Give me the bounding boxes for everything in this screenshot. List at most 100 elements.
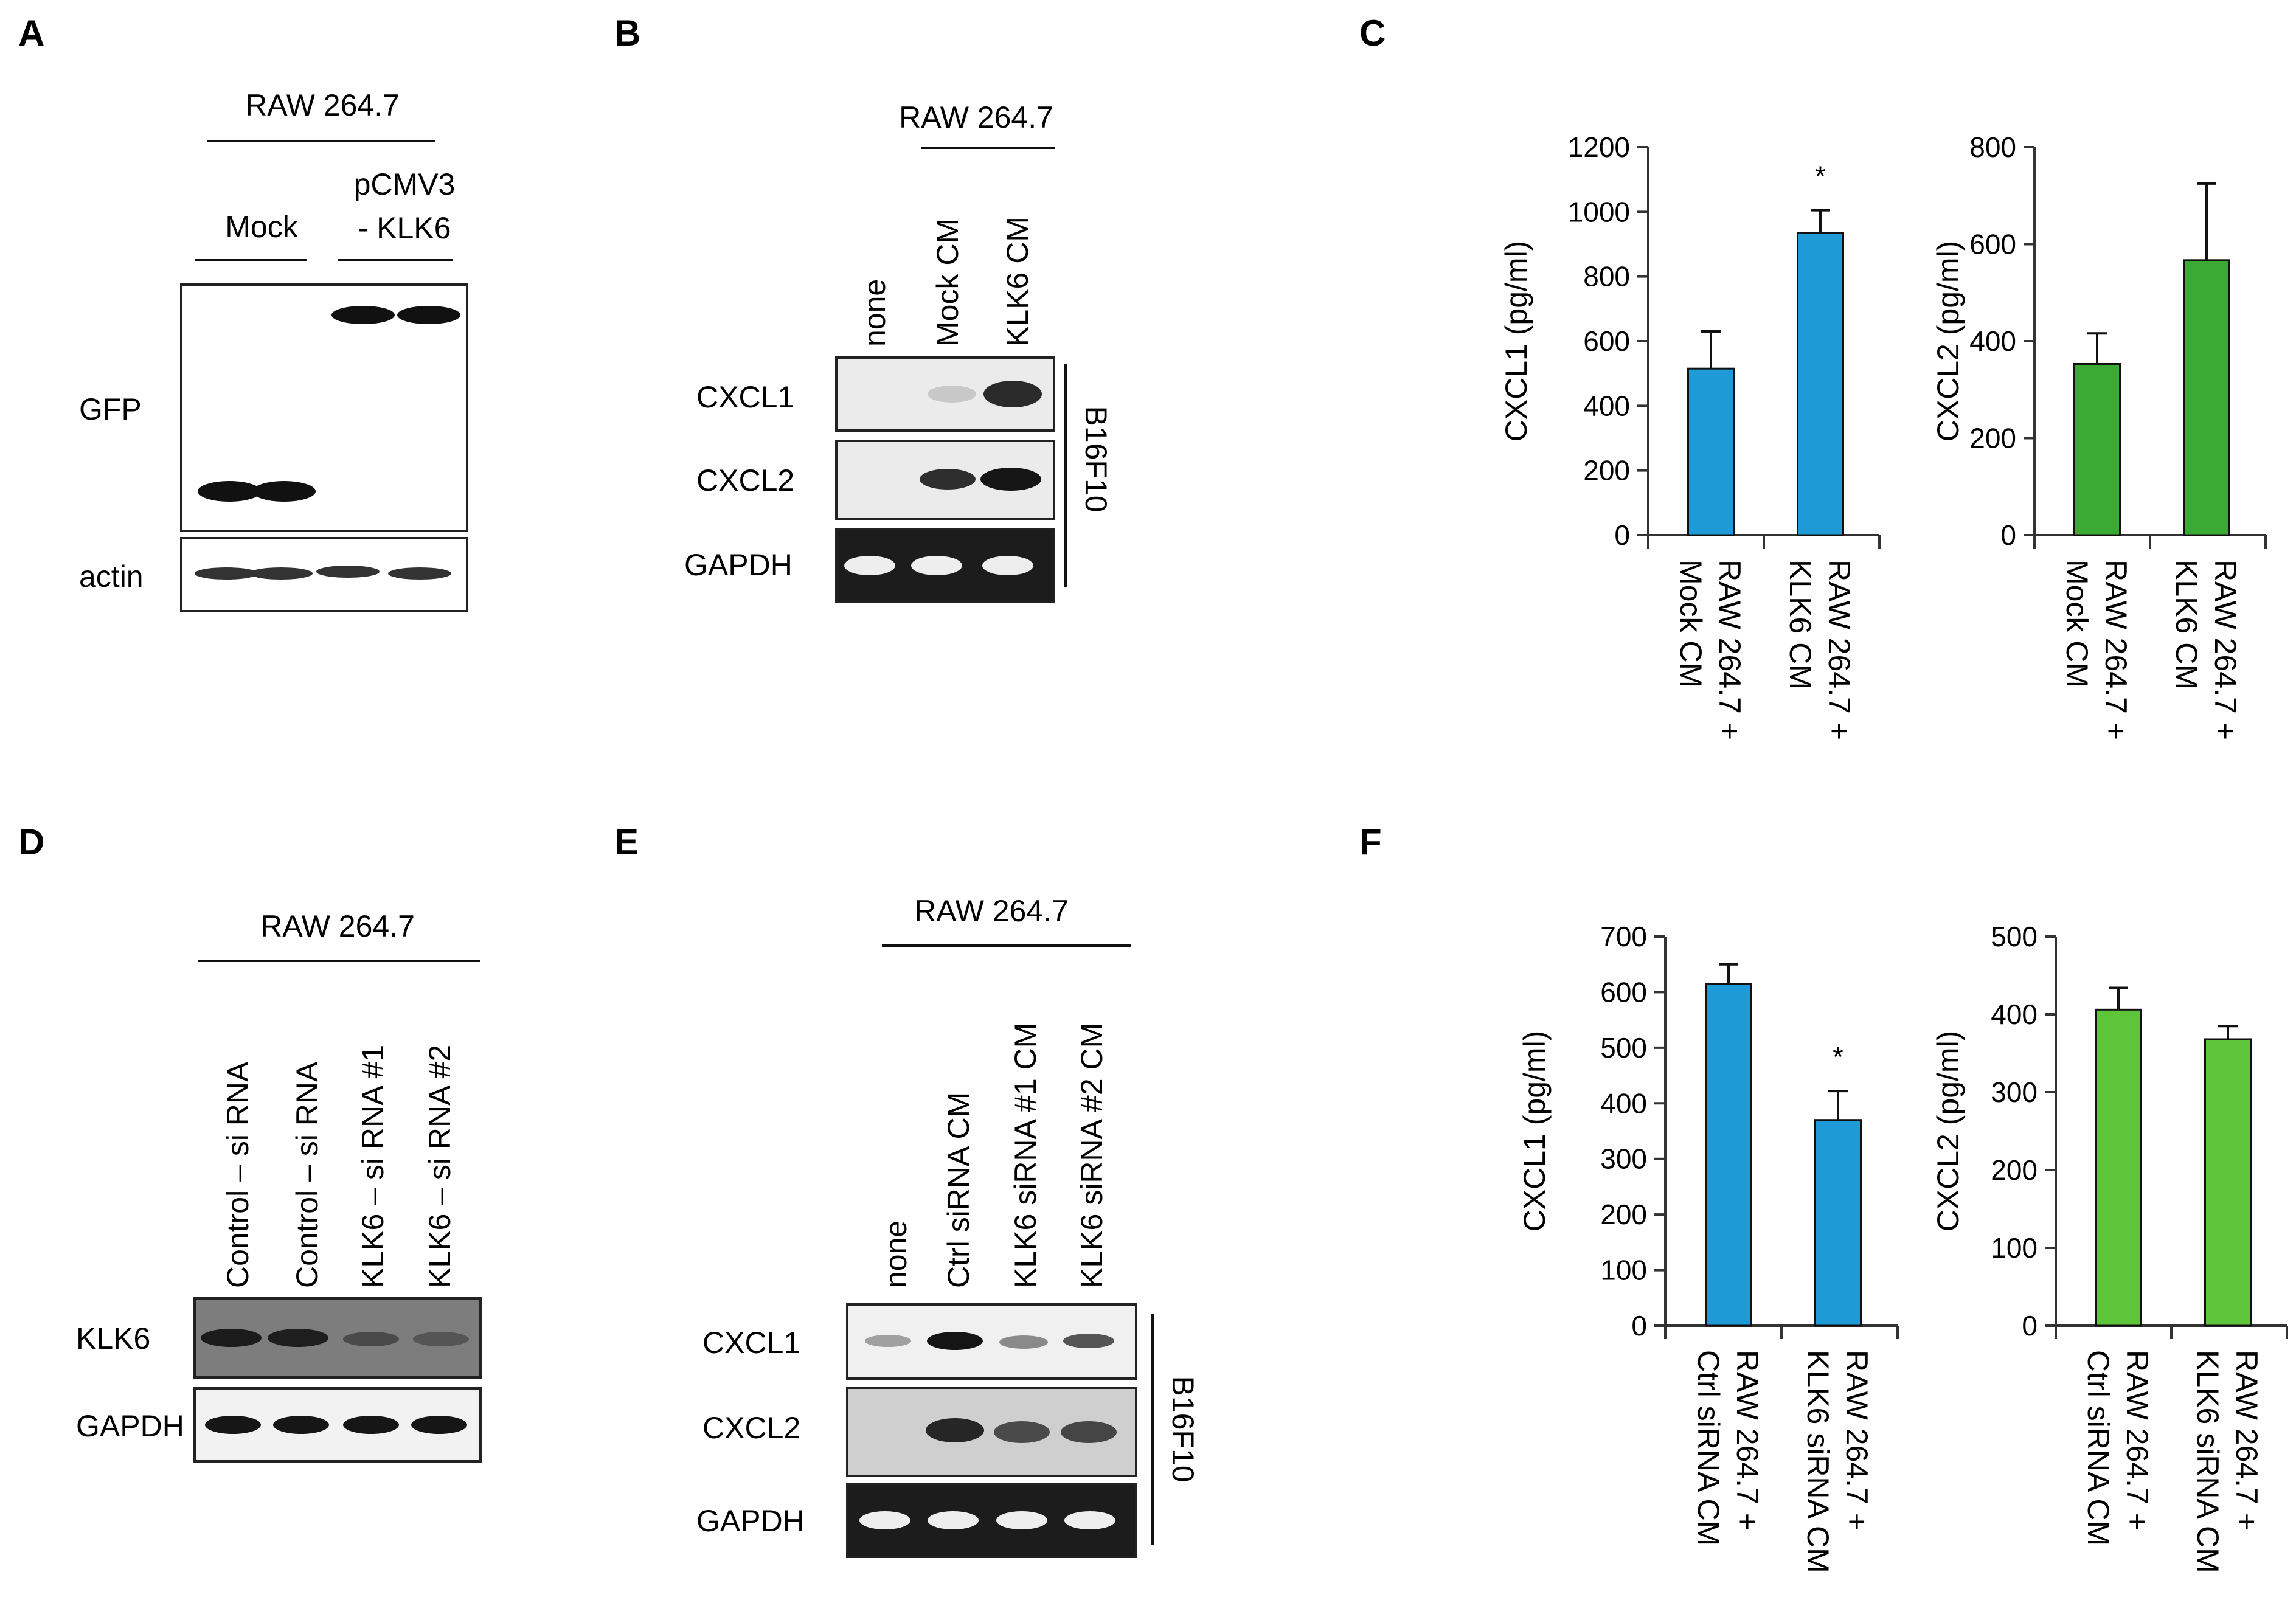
bar [1705,983,1752,1327]
band [920,469,976,490]
y-tick-label: 1200 [1568,131,1630,163]
bar [1814,1119,1862,1327]
y-axis-label: CXCL2 (pg/ml) [1931,1031,1965,1232]
lane-label-none: none [858,279,892,347]
cell-line-label: RAW 264.7 [260,909,415,943]
panel-b: B RAW 264.7 none Mock CM KLK6 CM CXCL1 C… [614,13,1113,603]
bar [2183,259,2230,536]
band [201,1329,262,1347]
y-tick-label: 500 [1991,921,2038,952]
band [331,306,395,324]
y-tick-label: 600 [1583,325,1630,357]
category-label: RAW 264.7 + [2099,559,2133,740]
panel-letter-a: A [18,13,44,54]
row-label-cxcl2: CXCL2 [696,463,794,497]
chart-c-cxcl1: 0 200 400 600 800 1000 1200 CXCL1 (pg/ml) RAW 26… [1499,131,1881,740]
band [249,567,313,580]
row-label-gapdh: GAPDH [684,548,793,582]
band [911,556,962,575]
lane-label-control-1: Control – si RNA [221,1061,255,1288]
category-label: Ctrl siRNA CM [2081,1350,2115,1546]
panel-letter-b: B [614,13,640,54]
panel-f: F 0 100 200 300 400 500 600 700 CXCL1 (pg/ml) RAW… [1359,822,2288,1573]
panel-e: E RAW 264.7 none Ctrl siRNA CM KLK6 siRN… [614,822,1200,1558]
y-axis-label: CXCL1 (pg/ml) [1499,241,1533,442]
band [316,566,380,578]
cell-line-label: RAW 264.7 [245,88,400,122]
category-label: RAW 264.7 + [1840,1350,1874,1531]
bar [2073,362,2121,536]
category-label: KLK6 siRNA CM [2191,1350,2225,1573]
y-tick-label: 400 [1583,390,1630,421]
band [411,1416,467,1434]
actin-bands [195,566,451,580]
row-label-klk6: KLK6 [76,1321,150,1356]
y-tick-label: 400 [1969,325,2016,357]
bar [2095,1008,2142,1327]
band [205,1416,261,1434]
y-tick-label: 700 [1600,921,1647,952]
band [982,556,1033,575]
category-label: RAW 264.7 + [2208,559,2242,740]
lane-label-klk6-2: KLK6 – si RNA #2 [423,1045,457,1288]
row-label-cxcl2: CXCL2 [702,1411,800,1445]
band [343,1332,399,1346]
side-label-b16f10: B16F10 [1079,406,1113,512]
band [252,481,316,502]
panel-letter-f: F [1359,822,1382,862]
y-tick-label: 0 [1631,1310,1647,1342]
band [1064,1511,1115,1529]
group-label-pcmv3: pCMV3 [354,167,456,201]
y-tick-label: 300 [1991,1076,2038,1108]
panel-letter-c: C [1359,13,1386,54]
y-tick-label: 200 [1969,423,2016,454]
y-tick-label: 100 [1991,1232,2038,1264]
chart-f-cxcl1: 0 100 200 300 400 500 600 700 CXCL1 (pg/ml) RAW 2… [1517,921,1899,1573]
bar [1687,367,1735,536]
y-tick-label: 0 [2022,1310,2038,1342]
category-label: RAW 264.7 + [1713,559,1747,740]
row-label-cxcl1: CXCL1 [702,1326,800,1360]
row-label-actin: actin [79,559,144,594]
band [994,1421,1050,1443]
category-label: RAW 264.7 + [1822,559,1856,740]
row-label-gapdh: GAPDH [696,1504,805,1538]
panel-a: A RAW 264.7 Mock pCMV3 - KLK6 GFP actin [18,13,468,612]
category-label: KLK6 CM [1783,559,1817,690]
y-tick-label: 400 [1991,999,2038,1030]
y-tick-label: 0 [2000,519,2016,551]
lane-label-klk6-cm: KLK6 CM [1001,216,1035,347]
significance-marker: * [1815,161,1826,192]
y-axis-label: CXCL2 (pg/ml) [1931,241,1965,442]
band [268,1329,328,1347]
band [343,1416,399,1434]
band [397,306,460,324]
significance-marker: * [1833,1041,1843,1073]
group-label-klk6: - KLK6 [358,211,451,245]
cell-line-label: RAW 264.7 [914,894,1069,928]
y-tick-label: 600 [1600,976,1647,1008]
row-label-cxcl1: CXCL1 [696,380,794,414]
lane-label-none: none [879,1221,913,1288]
y-tick-label: 200 [1583,455,1630,486]
band [927,1332,983,1350]
band [999,1335,1048,1349]
cell-line-label: RAW 264.7 [899,100,1053,134]
y-tick-label: 600 [1969,229,2016,260]
band [413,1332,469,1346]
band [865,1335,911,1347]
panel-letter-d: D [18,822,44,862]
y-tick-label: 500 [1600,1032,1647,1064]
y-tick-label: 200 [1991,1154,2038,1186]
category-label: RAW 264.7 + [2120,1350,2154,1531]
y-tick-label: 1000 [1568,196,1630,227]
side-label-b16f10: B16F10 [1166,1376,1200,1482]
y-tick-label: 300 [1600,1143,1647,1175]
band [928,1511,979,1529]
band [996,1511,1047,1529]
band [388,567,451,580]
band [980,468,1041,491]
category-label: Ctrl siRNA CM [1691,1350,1725,1546]
gfp-bands [198,306,460,502]
